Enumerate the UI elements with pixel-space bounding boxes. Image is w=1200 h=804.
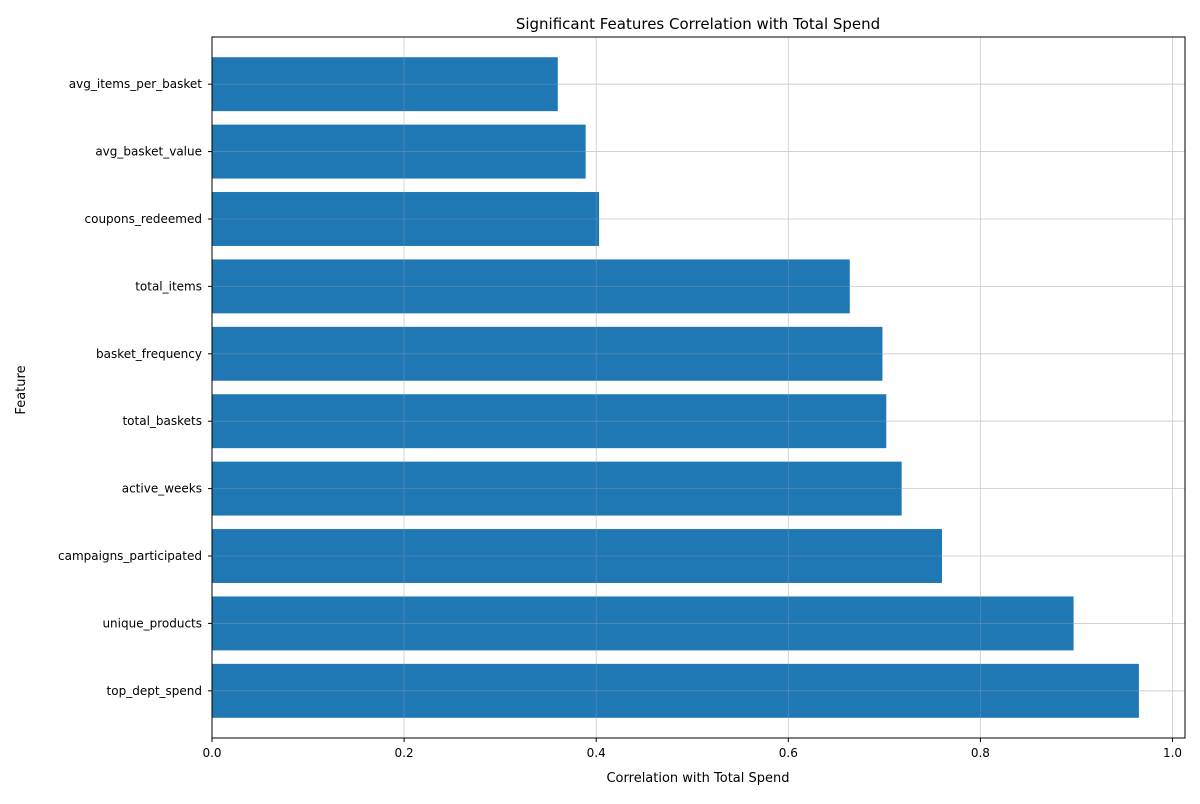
y-axis-label: Feature [14,365,29,414]
bar [212,394,887,449]
bar [212,259,850,314]
y-tick-label: campaigns_participated [58,549,202,563]
x-tick-label: 0.8 [971,746,990,760]
bar [212,663,1139,718]
x-axis-label: Correlation with Total Spend [606,771,789,786]
x-tick-label: 0.6 [779,746,798,760]
x-tick-label: 0.0 [202,746,221,760]
y-tick-label: avg_items_per_basket [69,77,202,91]
y-tick-label: top_dept_spend [107,684,202,698]
bar [212,326,883,381]
y-tick-label: coupons_redeemed [85,212,203,226]
y-tick-label: active_weeks [122,482,202,496]
y-tick-label: unique_products [102,616,202,630]
bar [212,192,600,246]
bars [212,57,1139,718]
bar [212,124,586,179]
y-tick-label: basket_frequency [96,347,202,361]
y-tick-label: total_baskets [122,414,202,428]
x-tick-label: 1.0 [1163,746,1182,760]
bar [212,529,942,583]
bar [212,461,902,516]
chart-title: Significant Features Correlation with To… [516,15,880,33]
x-tick-label: 0.4 [587,746,606,760]
plot-frame [211,36,1186,739]
bar [212,57,558,112]
bar [212,596,1074,651]
x-tick-label: 0.2 [395,746,414,760]
y-tick-label: total_items [135,279,202,293]
x-axis-ticks: 0.0 0.2 0.4 0.6 0.8 1.0 [202,738,1182,760]
y-axis-ticks: top_dept_spend unique_products campaigns_p… [58,77,212,698]
y-tick-label: avg_basket_value [95,145,202,159]
